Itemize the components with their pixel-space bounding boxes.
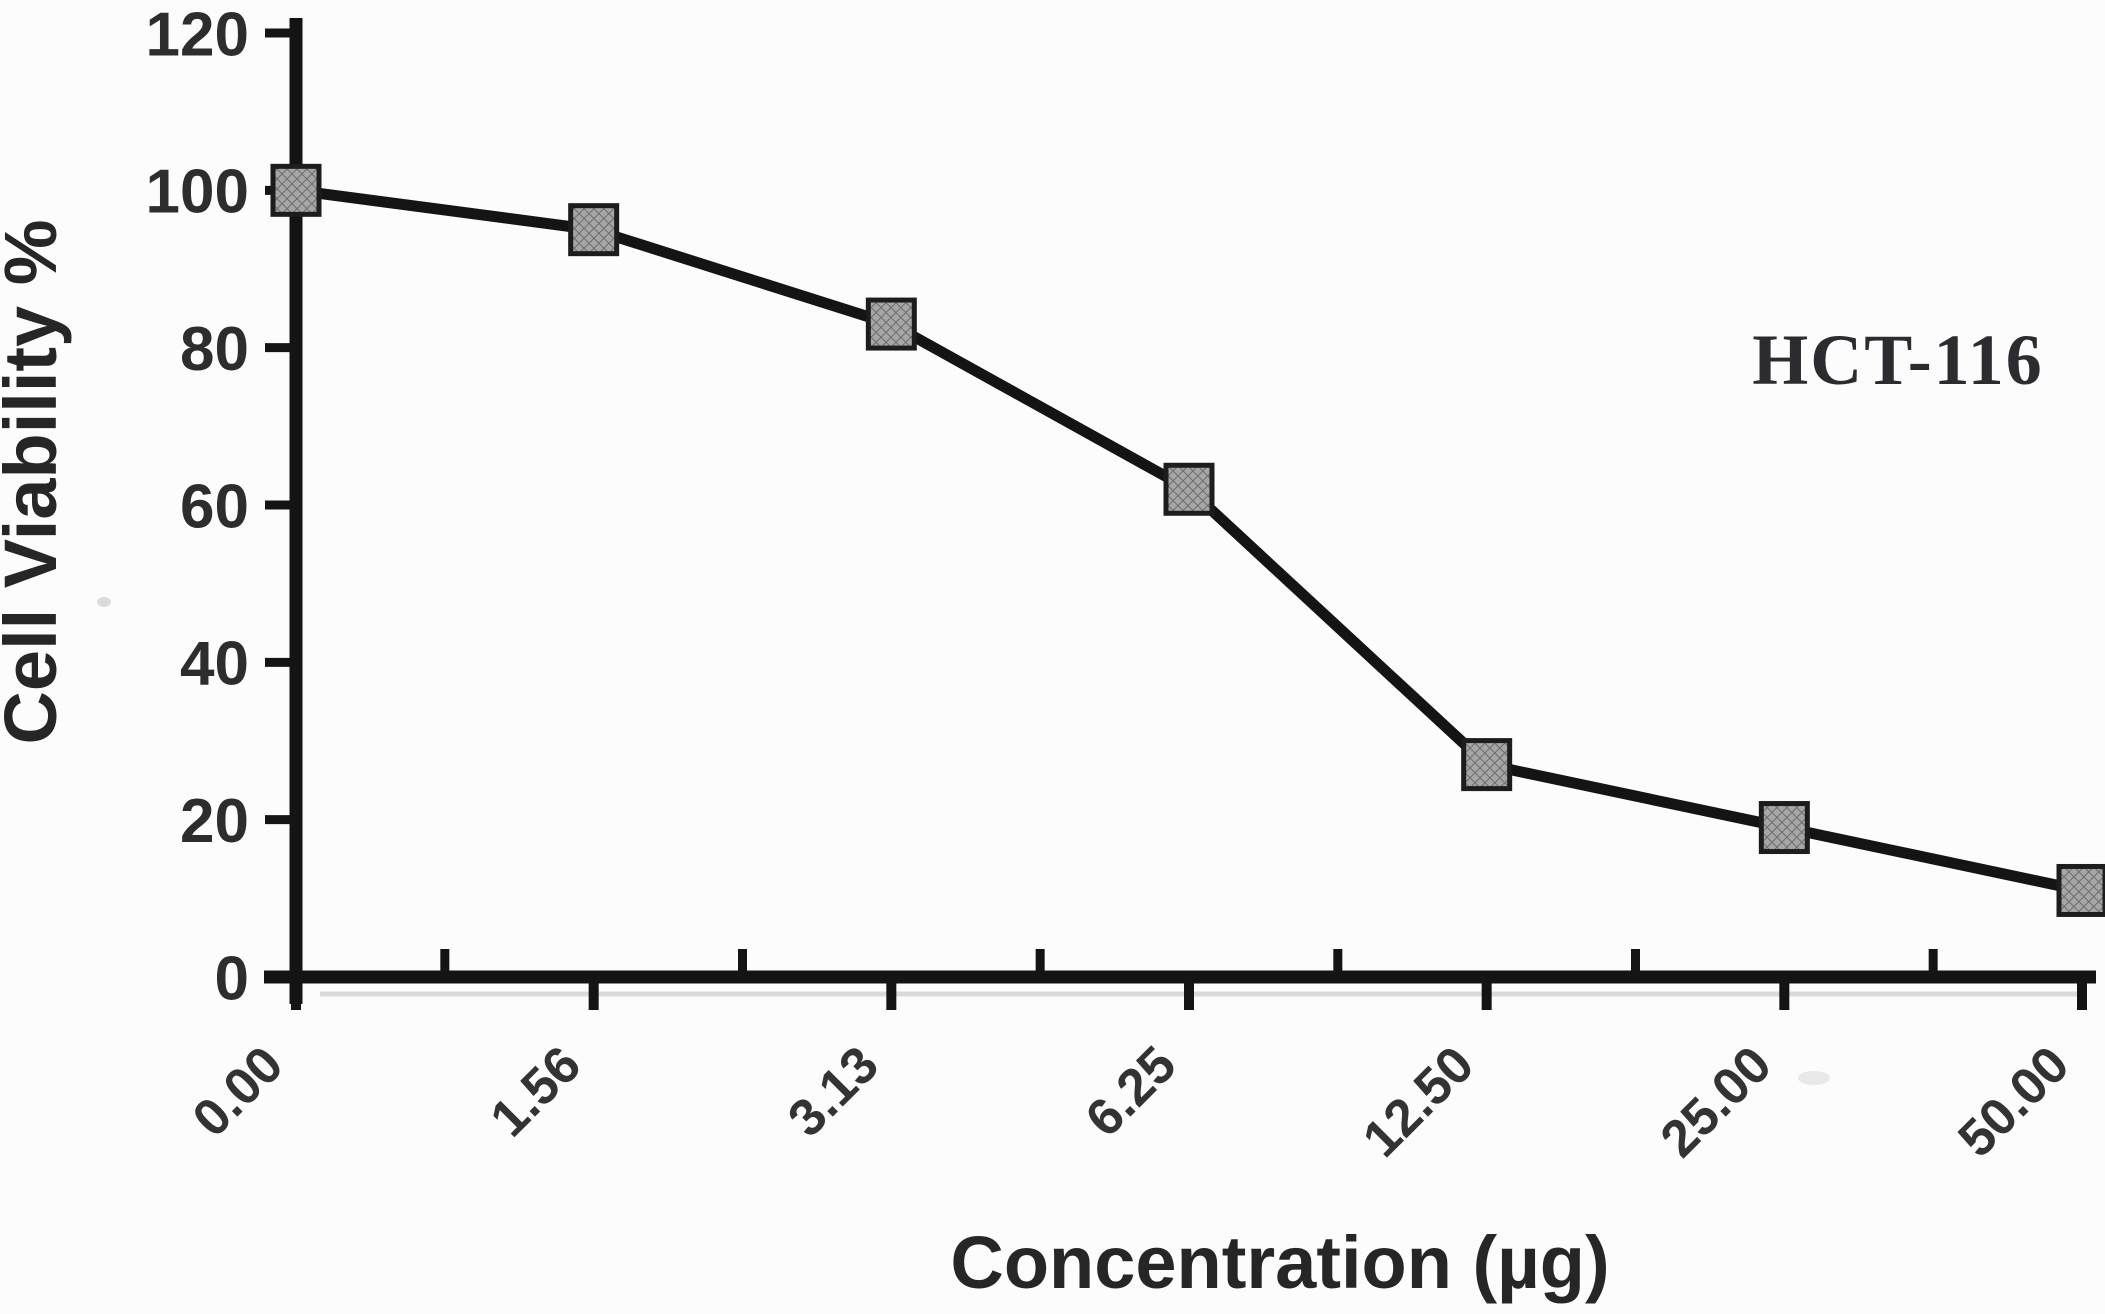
y-tick-label: 0 bbox=[215, 944, 249, 1013]
plot-area: 0 20 40 60 80 100 120 0.00 1.56 3.13 6.25 12.50 25.0… bbox=[97, 0, 2105, 1169]
y-tick-label: 120 bbox=[146, 0, 249, 69]
data-point-marker bbox=[568, 203, 620, 257]
data-point-marker bbox=[2056, 863, 2105, 917]
x-axis-title: Concentration (µg) bbox=[950, 1221, 1609, 1304]
scan-speckle bbox=[97, 597, 111, 607]
x-tick-label: 3.13 bbox=[777, 1035, 890, 1148]
data-point-marker bbox=[270, 163, 322, 217]
x-tick-label: 6.25 bbox=[1075, 1035, 1188, 1148]
y-axis-title: Cell Viability % bbox=[0, 219, 72, 744]
x-tick-label: 50.00 bbox=[1947, 1035, 2080, 1168]
x-tick-label: 1.56 bbox=[480, 1035, 593, 1148]
y-tick-label: 20 bbox=[180, 787, 249, 856]
data-point-marker bbox=[1163, 462, 1215, 516]
x-tick-label: 12.50 bbox=[1352, 1035, 1485, 1168]
y-tick-label: 40 bbox=[180, 630, 249, 699]
y-tick-label: 80 bbox=[180, 315, 249, 384]
data-point-marker bbox=[1461, 738, 1513, 792]
x-tick-label: 25.00 bbox=[1650, 1035, 1783, 1168]
data-point-marker bbox=[1758, 801, 1810, 855]
scan-speckle bbox=[1798, 1071, 1830, 1085]
x-tick-label: 0.00 bbox=[182, 1035, 295, 1148]
data-point-marker bbox=[865, 297, 917, 351]
series-line bbox=[295, 184, 2084, 896]
y-tick-label: 100 bbox=[146, 158, 249, 227]
y-tick-label: 60 bbox=[180, 472, 249, 541]
cell-line-annotation: HCT-116 bbox=[1752, 320, 2043, 400]
